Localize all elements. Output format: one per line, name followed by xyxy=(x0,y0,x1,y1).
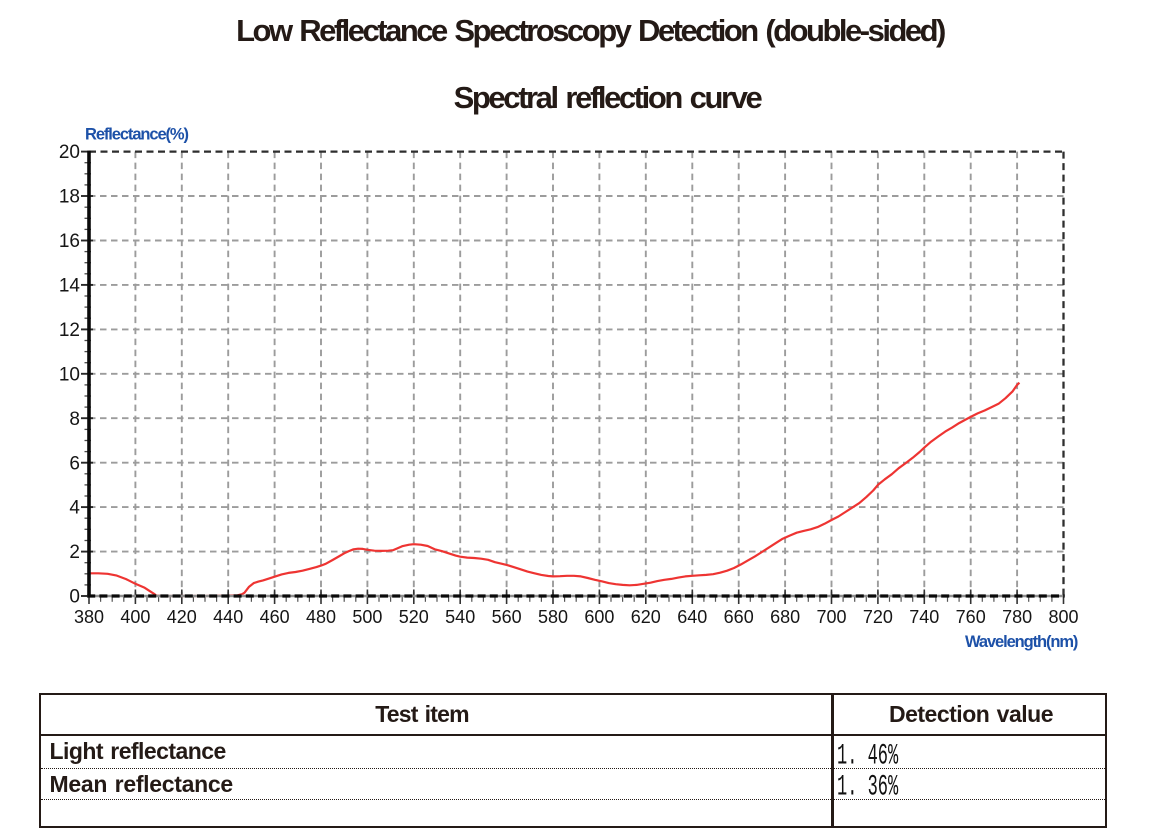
svg-text:16: 16 xyxy=(59,231,80,252)
svg-text:8: 8 xyxy=(69,409,80,430)
svg-text:660: 660 xyxy=(724,607,754,627)
svg-text:800: 800 xyxy=(1048,607,1078,627)
svg-text:400: 400 xyxy=(120,607,150,627)
svg-text:4: 4 xyxy=(69,498,80,519)
svg-text:10: 10 xyxy=(59,364,80,385)
svg-text:18: 18 xyxy=(59,187,80,208)
svg-text:12: 12 xyxy=(59,320,80,341)
svg-text:380: 380 xyxy=(74,607,104,627)
svg-text:580: 580 xyxy=(538,607,568,627)
svg-text:Reflectance(%): Reflectance(%) xyxy=(85,126,188,144)
svg-text:680: 680 xyxy=(770,607,800,627)
svg-text:720: 720 xyxy=(863,607,893,627)
svg-text:780: 780 xyxy=(1002,607,1032,627)
svg-text:700: 700 xyxy=(816,607,846,627)
svg-text:760: 760 xyxy=(956,607,986,627)
svg-text:0: 0 xyxy=(69,587,80,608)
svg-text:20: 20 xyxy=(59,142,80,163)
svg-text:560: 560 xyxy=(492,607,522,627)
svg-text:6: 6 xyxy=(69,453,80,474)
svg-text:Wavelength(nm): Wavelength(nm) xyxy=(965,633,1078,651)
svg-text:600: 600 xyxy=(584,607,614,627)
svg-text:2: 2 xyxy=(69,542,80,563)
svg-text:14: 14 xyxy=(59,276,81,297)
svg-text:480: 480 xyxy=(306,607,336,627)
svg-text:440: 440 xyxy=(213,607,243,627)
svg-text:740: 740 xyxy=(909,607,939,627)
svg-text:640: 640 xyxy=(677,607,707,627)
svg-text:420: 420 xyxy=(167,607,197,627)
svg-text:620: 620 xyxy=(631,607,661,627)
svg-text:460: 460 xyxy=(260,607,290,627)
svg-text:540: 540 xyxy=(445,607,475,627)
svg-text:500: 500 xyxy=(352,607,382,627)
svg-text:520: 520 xyxy=(399,607,429,627)
